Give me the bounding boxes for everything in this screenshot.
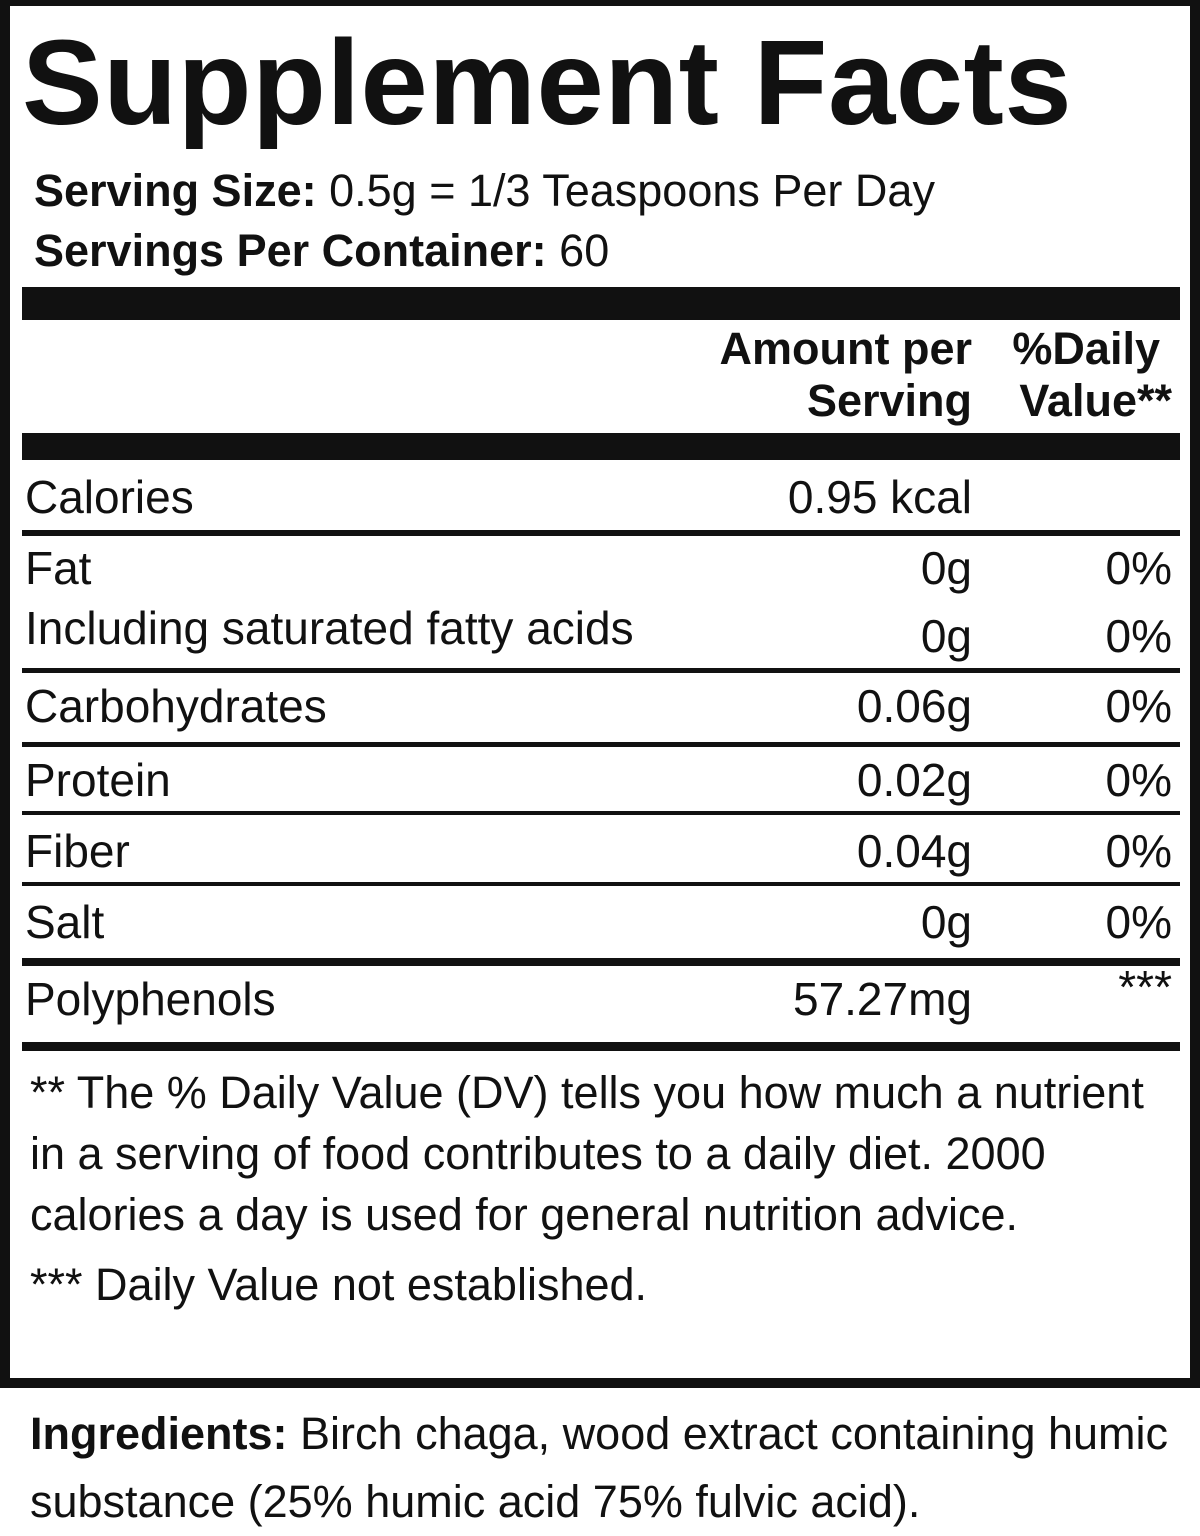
ingredients: Ingredients: Birch chaga, wood extract c…: [30, 1400, 1190, 1536]
row-name: Fat: [25, 542, 92, 594]
servings-per-container: Servings Per Container: 60: [34, 228, 609, 273]
row-amount: 57.27mg: [792, 973, 972, 1025]
row-amount: 0g: [920, 896, 972, 948]
row-amount: 0.06g: [856, 680, 972, 732]
row-daily-value: 0%: [1105, 610, 1172, 662]
row-daily-value: 0%: [1105, 680, 1172, 732]
header-dv: %Daily: [1012, 323, 1160, 374]
row-amount: 0.04g: [856, 825, 972, 877]
row-daily-value: 0%: [1105, 754, 1172, 806]
label: Serving Size:: [34, 165, 317, 216]
footnotes: ** The % Daily Value (DV) tells you how …: [30, 1062, 1160, 1315]
serving-size: Serving Size: 0.5g = 1/3 Teaspoons Per D…: [34, 168, 935, 213]
rule: [22, 811, 1180, 815]
value: 0.5g = 1/3 Teaspoons Per Day: [329, 165, 935, 216]
title: Supplement Facts: [22, 14, 1073, 150]
label: Ingredients:: [30, 1408, 288, 1459]
header-amount: Serving: [806, 375, 972, 426]
header-dv: Value**: [1019, 375, 1172, 426]
rule: [22, 958, 1180, 966]
rule: [22, 530, 1180, 536]
rule: [22, 882, 1180, 886]
row-daily-value: 0%: [1105, 896, 1172, 948]
facts-panel: [0, 0, 1200, 1388]
header-amount: Amount per: [719, 323, 973, 374]
thick-rule: [22, 433, 1180, 460]
rule: [22, 742, 1180, 747]
label: Servings Per Container:: [34, 225, 547, 276]
row-name: Protein: [25, 754, 171, 806]
row-name: Polyphenols: [25, 973, 276, 1025]
footnote: ** The % Daily Value (DV) tells you how …: [30, 1067, 1144, 1240]
row-amount: 0g: [920, 610, 972, 662]
row-daily-value: ***: [1118, 961, 1172, 1013]
row-daily-value: 0%: [1105, 542, 1172, 594]
row-daily-value: 0%: [1105, 825, 1172, 877]
thick-rule: [22, 287, 1180, 320]
rule: [22, 1042, 1180, 1051]
row-name: Fiber: [25, 825, 130, 877]
text: Birch chaga, wood extract containing hum…: [30, 1408, 1169, 1527]
row-name: Carbohydrates: [25, 680, 327, 732]
footnote: *** Daily Value not established.: [30, 1259, 648, 1310]
row-amount: 0g: [920, 542, 972, 594]
rule: [22, 668, 1180, 673]
row-name: Including saturated fatty acids: [25, 602, 634, 654]
row-name: Calories: [25, 471, 194, 523]
value: 60: [559, 225, 610, 276]
row-amount: 0.95 kcal: [787, 471, 972, 523]
row-amount: 0.02g: [856, 754, 972, 806]
row-name: Salt: [25, 896, 105, 948]
